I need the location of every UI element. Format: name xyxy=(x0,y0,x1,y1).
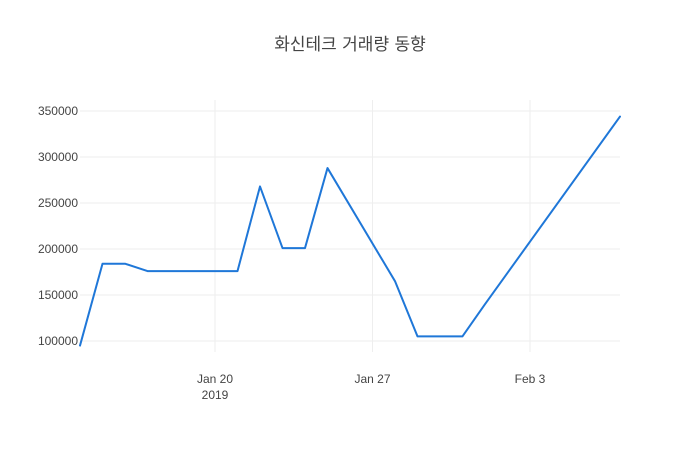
y-tick-label: 100000 xyxy=(38,334,78,348)
series-line xyxy=(79,115,621,347)
y-tick-label: 250000 xyxy=(38,196,78,210)
x-tick-label: Feb 3 xyxy=(515,372,546,386)
x-axis-tick-labels: Jan 20 2019 Jan 27 Feb 3 xyxy=(197,372,546,402)
grid-lines xyxy=(80,100,620,352)
y-tick-label: 200000 xyxy=(38,242,78,256)
x-tick-label: Jan 27 xyxy=(354,372,390,386)
x-tick-label: Jan 20 xyxy=(197,372,233,386)
y-tick-label: 150000 xyxy=(38,288,78,302)
y-axis-tick-labels: 100000 150000 200000 250000 300000 350000 xyxy=(38,104,78,348)
series-lines xyxy=(79,115,621,347)
x-tick-sublabel: 2019 xyxy=(202,388,229,402)
y-tick-label: 350000 xyxy=(38,104,78,118)
chart-title: 화신테크 거래량 동향 xyxy=(274,35,426,55)
y-tick-label: 300000 xyxy=(38,150,78,164)
